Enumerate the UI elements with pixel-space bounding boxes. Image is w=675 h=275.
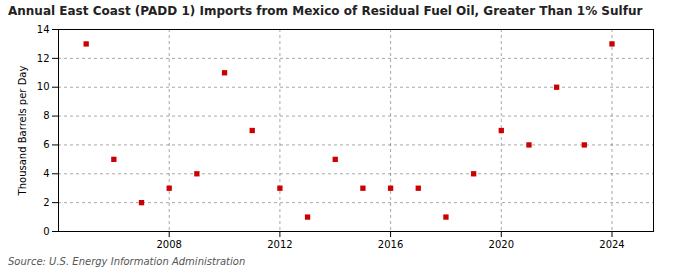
html-text:Source: U.S. Energy Informatio: Source: U.S. Energy Information Administ… <box>8 256 246 267</box>
svg-text:14: 14 <box>37 24 50 35</box>
svg-text:2008: 2008 <box>156 239 181 250</box>
svg-text:2024: 2024 <box>599 239 624 250</box>
svg-text:8: 8 <box>43 110 49 121</box>
svg-text:0: 0 <box>43 226 49 237</box>
svg-text:4: 4 <box>43 168 49 179</box>
svg-text:2020: 2020 <box>489 239 514 250</box>
svg-text:10: 10 <box>37 81 50 92</box>
html-text:Annual East Coast (PADD 1) Imp: Annual East Coast (PADD 1) Imports from … <box>8 4 643 18</box>
svg-text:2: 2 <box>43 197 49 208</box>
svg-text:12: 12 <box>37 53 50 64</box>
svg-text:2012: 2012 <box>267 239 292 250</box>
svg-text:Thousand Barrels per Day: Thousand Barrels per Day <box>17 66 28 197</box>
svg-text:6: 6 <box>43 139 49 150</box>
svg-text:2016: 2016 <box>378 239 403 250</box>
